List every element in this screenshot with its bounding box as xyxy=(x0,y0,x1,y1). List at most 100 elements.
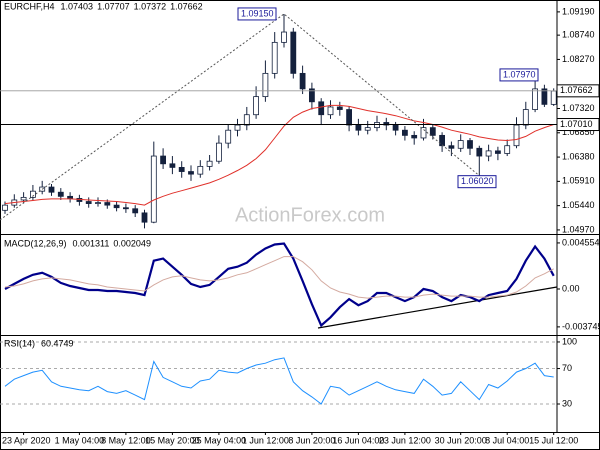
candle-body xyxy=(318,101,325,116)
candle-body xyxy=(504,145,511,154)
x-tick-label: 15 Jul 12:00 xyxy=(529,435,578,445)
candle-body xyxy=(327,106,334,116)
annotation-box xyxy=(237,7,277,21)
candle-body xyxy=(113,204,120,209)
candle-body xyxy=(132,208,139,214)
signal-line xyxy=(4,256,554,299)
candle-body xyxy=(271,41,278,74)
rsi-line xyxy=(4,357,554,405)
candle-body xyxy=(541,88,548,105)
candle-body xyxy=(550,90,557,105)
candle-body xyxy=(494,150,501,154)
candle-body xyxy=(57,191,64,197)
candle-body xyxy=(67,195,73,199)
candle-body xyxy=(308,88,315,103)
candle-body xyxy=(188,171,194,175)
candle-body xyxy=(206,160,213,167)
y-tick-label: -0.003745 xyxy=(562,321,600,331)
x-tick-label: 8 Jun 20:00 xyxy=(288,435,335,445)
annotation-label: 1.07970 xyxy=(503,69,536,79)
candle-body xyxy=(383,122,390,126)
macd-trend-line xyxy=(317,286,558,329)
header-value: 60.4749 xyxy=(41,338,74,348)
candle-body xyxy=(197,165,204,175)
x-tick-label: 8 May 12:00 xyxy=(101,435,151,445)
candle-body xyxy=(457,140,464,149)
header-value: 0.001311 xyxy=(73,238,110,248)
y-tick-label: 1.08270 xyxy=(562,54,595,64)
candle-body xyxy=(104,202,111,206)
candle-body xyxy=(290,31,297,74)
candle-body xyxy=(522,109,529,126)
candle-body xyxy=(476,147,483,157)
y-tick-label: 100 xyxy=(562,336,577,346)
y-tick-label: 1.07320 xyxy=(562,103,595,113)
candle-body xyxy=(169,163,176,168)
y-tick-label: 0.00 xyxy=(562,283,580,293)
candle-body xyxy=(336,106,343,110)
annotation-label: 1.09150 xyxy=(241,8,274,18)
candle-body xyxy=(411,134,418,139)
y-tick-label: 1.04970 xyxy=(562,224,595,234)
candle-body xyxy=(123,207,129,210)
candle-body xyxy=(448,145,455,149)
price-box xyxy=(556,118,600,132)
candle-body xyxy=(48,186,55,193)
candle-body xyxy=(225,129,232,144)
x-tick-label: 1 Jun 12:00 xyxy=(242,435,289,445)
x-tick-label: 16 Jun 04:00 xyxy=(332,435,384,445)
x-tick-label: 25 May 04:00 xyxy=(192,435,247,445)
y-tick-label: 1.05910 xyxy=(562,176,595,186)
y-tick-label: 1.08740 xyxy=(562,30,595,40)
candle-body xyxy=(2,204,8,211)
candle-body xyxy=(485,150,492,157)
candle-body xyxy=(253,96,260,116)
y-tick-label: 1.06380 xyxy=(562,151,595,161)
x-tick-label: 23 Apr 2020 xyxy=(2,435,51,445)
y-tick-label: 0.004554 xyxy=(562,237,600,247)
y-tick-label: 1.09190 xyxy=(562,6,595,16)
candle-body xyxy=(29,190,36,198)
x-tick-label: 23 Jun 12:00 xyxy=(379,435,431,445)
candle-body xyxy=(234,124,241,131)
candle-body xyxy=(374,122,380,129)
x-tick-label: 1 May 04:00 xyxy=(55,435,105,445)
y-tick-label: 30 xyxy=(562,398,572,408)
candle-body xyxy=(532,88,538,110)
watermark: ActionForex.com xyxy=(235,204,385,226)
y-tick-label: 1.06850 xyxy=(562,127,595,137)
y-tick-label: 70 xyxy=(562,363,572,373)
panel-title: EURCHF,H4 xyxy=(4,1,55,11)
panel-title: RSI(14) xyxy=(4,338,35,348)
header-value: 1.07662 xyxy=(170,1,203,11)
candle-body xyxy=(178,167,185,172)
annotation-box xyxy=(499,68,539,82)
header-value: 1.07707 xyxy=(97,1,130,11)
candle-body xyxy=(299,72,306,90)
candle-body xyxy=(401,129,408,136)
candle-body xyxy=(281,31,287,43)
candle-body xyxy=(20,196,27,201)
header-value: 1.07372 xyxy=(134,1,167,11)
candle-body xyxy=(439,134,446,147)
candle-body xyxy=(141,212,148,223)
price-label: 1.07010 xyxy=(560,119,593,129)
price-label: 1.07662 xyxy=(560,85,593,95)
x-tick-label: 8 Jul 04:00 xyxy=(485,435,529,445)
candle-body xyxy=(160,155,167,165)
candle-body xyxy=(364,127,371,131)
candle-body xyxy=(346,109,353,126)
macd-line xyxy=(4,242,555,328)
candle-body xyxy=(429,127,436,136)
candle-body xyxy=(392,124,399,131)
x-tick-label: 15 May 20:00 xyxy=(145,435,200,445)
x-tick-label: 30 Jun 20:00 xyxy=(435,435,487,445)
panel-title: MACD(12,26,9) xyxy=(4,238,67,248)
annotation-label: 1.06020 xyxy=(461,176,494,186)
candle-body xyxy=(420,127,427,139)
candle-body xyxy=(150,155,157,223)
candle-body xyxy=(513,124,520,147)
candle-body xyxy=(215,142,222,162)
